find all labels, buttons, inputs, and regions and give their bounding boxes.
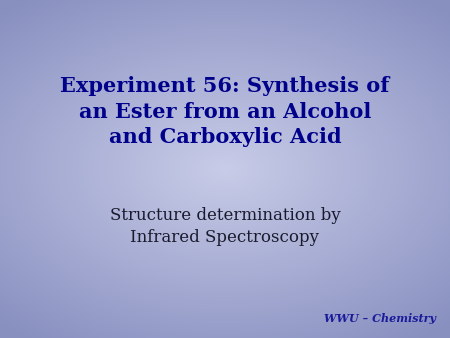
Text: WWU – Chemistry: WWU – Chemistry xyxy=(324,313,436,324)
Text: Experiment 56: Synthesis of
an Ester from an Alcohol
and Carboxylic Acid: Experiment 56: Synthesis of an Ester fro… xyxy=(60,76,390,147)
Text: Structure determination by
Infrared Spectroscopy: Structure determination by Infrared Spec… xyxy=(110,207,340,246)
